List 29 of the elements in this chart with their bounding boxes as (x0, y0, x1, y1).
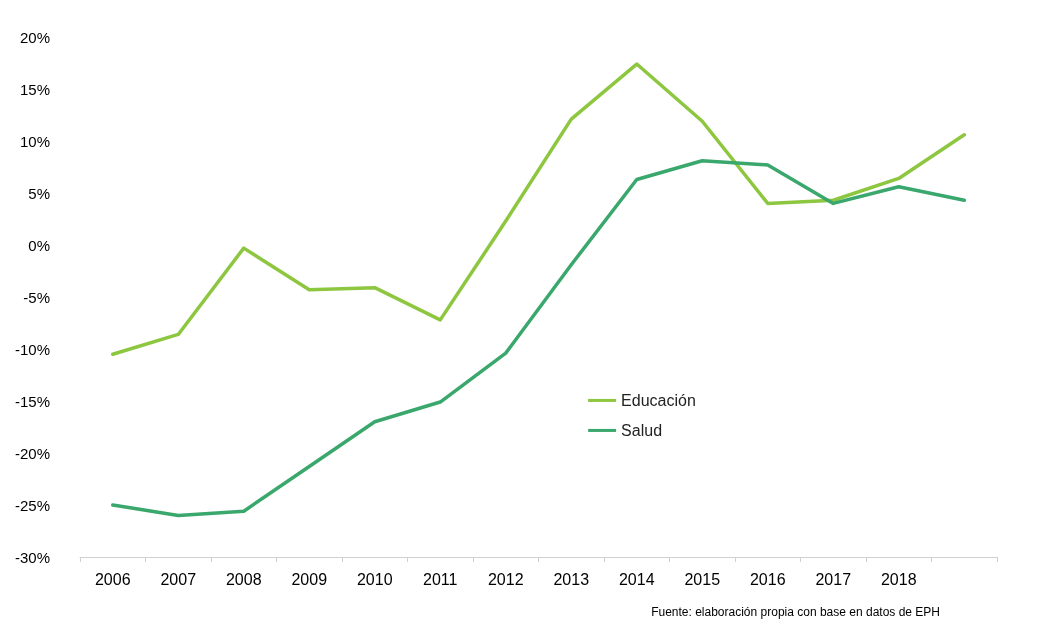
x-tick-label: 2010 (356, 570, 393, 588)
x-tick-label: 2011 (423, 570, 458, 588)
legend-label: Educación (621, 391, 696, 409)
y-tick-label: -10% (14, 340, 50, 358)
y-tick-label: 5% (28, 184, 50, 202)
x-tick-label: 2015 (684, 570, 721, 588)
y-tick-label: -25% (14, 496, 50, 514)
x-tick-label: 2014 (618, 570, 655, 588)
y-tick-label: -5% (23, 288, 50, 306)
x-tick-label: 2018 (880, 570, 917, 588)
line-series (111, 62, 966, 356)
x-tick-label: 2007 (160, 570, 197, 588)
x-tick-label: 2006 (94, 570, 131, 588)
x-tick-label: 2009 (291, 570, 328, 588)
y-tick-label: 15% (19, 80, 50, 98)
legend-label: Salud (621, 421, 663, 439)
x-tick-label: 2008 (225, 570, 262, 588)
x-tick-label: 2012 (487, 570, 524, 588)
x-tick-label: 2016 (749, 570, 786, 588)
y-tick-label: 10% (19, 132, 50, 150)
line-series (111, 159, 966, 518)
y-tick-label: 0% (28, 236, 50, 254)
x-tick-label: 2017 (815, 570, 852, 588)
y-tick-label: 20% (19, 28, 50, 46)
y-tick-label: -20% (14, 444, 50, 462)
x-tick-label: 2013 (553, 570, 590, 588)
source-note: Fuente: elaboración propia con base en datos de EPH (651, 605, 941, 619)
y-tick-label: -30% (14, 548, 50, 566)
y-tick-label: -15% (14, 392, 50, 410)
